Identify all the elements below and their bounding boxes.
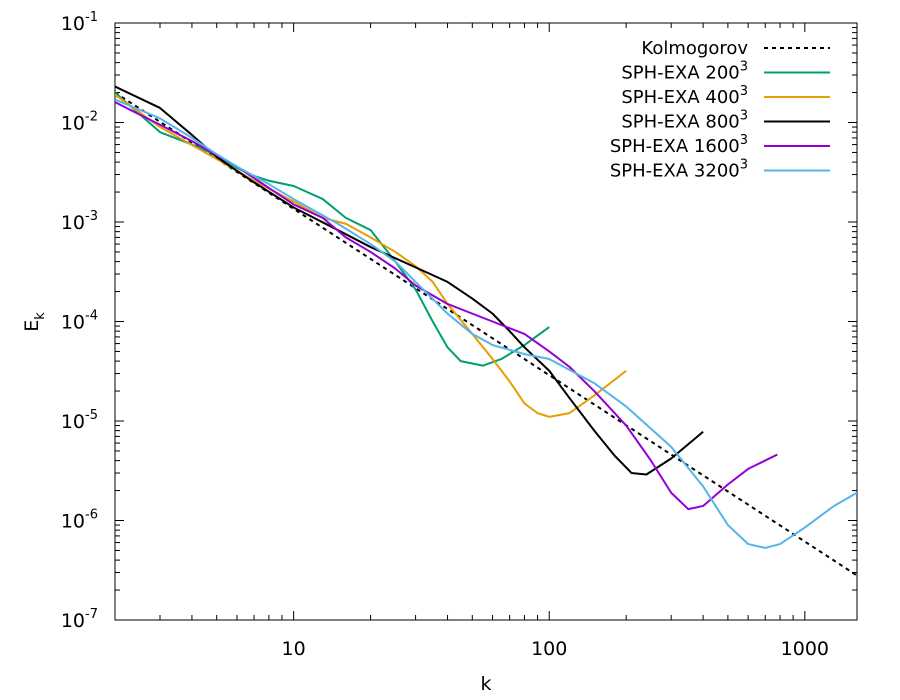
y-tick-label-base: 10 bbox=[61, 113, 85, 135]
legend-label-2: SPH-EXA 4003 bbox=[621, 84, 748, 108]
y-tick-label-exp: -3 bbox=[85, 209, 98, 224]
y-tick-label-exp: -6 bbox=[85, 508, 98, 523]
y-tick-label-exp: -5 bbox=[85, 408, 98, 423]
y-tick-label-exp: -7 bbox=[85, 607, 98, 622]
y-tick-label-base: 10 bbox=[61, 13, 85, 35]
series-lines bbox=[115, 85, 857, 577]
series-line-5 bbox=[115, 98, 857, 549]
y-tick-label: 10 bbox=[61, 610, 85, 632]
legend-label-text: SPH-EXA 400 bbox=[621, 87, 739, 108]
legend-label-sup: 3 bbox=[740, 133, 748, 148]
y-tick-label-base: 10 bbox=[61, 312, 85, 334]
y-tick-label: 10 bbox=[61, 312, 85, 334]
legend-label-3: SPH-EXA 8003 bbox=[621, 109, 748, 133]
y-tick-label-exp: -2 bbox=[85, 110, 98, 125]
y-tick-label: 10 bbox=[61, 212, 85, 234]
y-tick-label-base: 10 bbox=[61, 610, 85, 632]
legend-label-0: Kolmogorov bbox=[641, 38, 748, 59]
x-tick-label: 100 bbox=[531, 638, 567, 660]
legend-label-text: SPH-EXA 1600 bbox=[610, 136, 740, 157]
series-line-4 bbox=[115, 101, 778, 511]
y-tick-label-base: 10 bbox=[61, 511, 85, 533]
legend-label-sup: 3 bbox=[740, 60, 748, 75]
legend-label-5: SPH-EXA 32003 bbox=[610, 158, 748, 182]
x-axis-label: k bbox=[480, 673, 491, 695]
legend-label-sup: 3 bbox=[740, 109, 748, 124]
y-axis-label: Ek bbox=[21, 312, 48, 332]
x-tick-label: 10 bbox=[282, 638, 306, 660]
legend-label-text: Kolmogorov bbox=[641, 38, 748, 59]
legend-label-sup: 3 bbox=[740, 158, 748, 173]
y-axis-label-base: E bbox=[21, 320, 43, 332]
y-tick-label: 10 bbox=[61, 411, 85, 433]
y-tick-label: 10 bbox=[61, 113, 85, 135]
axis-ticks bbox=[114, 22, 857, 621]
legend-label-sup: 3 bbox=[740, 84, 748, 99]
legend-label-text: SPH-EXA 800 bbox=[621, 112, 739, 133]
x-tick-label: 1000 bbox=[781, 638, 829, 660]
series-line-1 bbox=[115, 91, 550, 367]
y-axis-label-sub: k bbox=[33, 312, 48, 320]
legend-label-4: SPH-EXA 16003 bbox=[610, 133, 748, 157]
y-tick-label-base: 10 bbox=[61, 212, 85, 234]
y-tick-label-exp: -4 bbox=[85, 309, 98, 324]
y-tick-label: 10 bbox=[61, 511, 85, 533]
y-tick-label: 10 bbox=[61, 13, 85, 35]
y-tick-label-exp: -1 bbox=[85, 10, 98, 25]
legend-label-1: SPH-EXA 2003 bbox=[621, 60, 748, 84]
legend-label-text: SPH-EXA 200 bbox=[621, 63, 739, 84]
y-tick-label-base: 10 bbox=[61, 411, 85, 433]
legend-label-text: SPH-EXA 3200 bbox=[610, 161, 740, 182]
series-line-3 bbox=[115, 85, 704, 476]
